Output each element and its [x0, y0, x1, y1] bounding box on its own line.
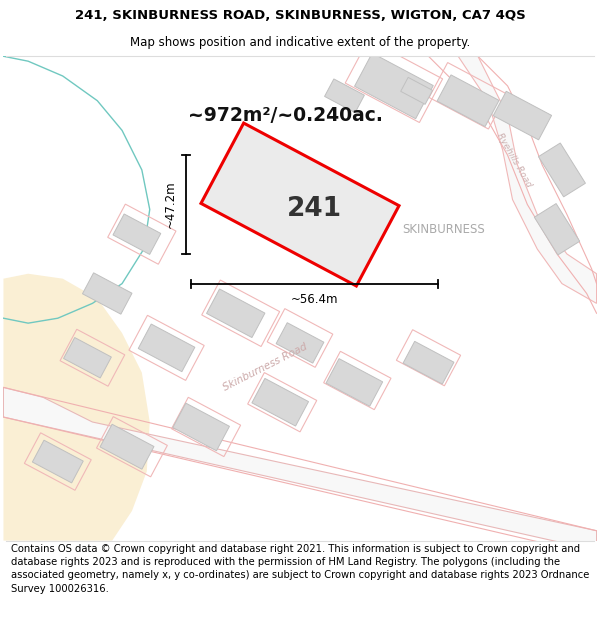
Polygon shape [138, 324, 195, 372]
Polygon shape [4, 56, 150, 541]
Polygon shape [100, 424, 154, 469]
Polygon shape [64, 338, 112, 378]
Polygon shape [428, 56, 596, 303]
Text: Map shows position and indicative extent of the property.: Map shows position and indicative extent… [130, 36, 470, 49]
Polygon shape [4, 388, 596, 551]
Polygon shape [206, 289, 265, 338]
Text: 241: 241 [287, 196, 343, 222]
Text: Contains OS data © Crown copyright and database right 2021. This information is : Contains OS data © Crown copyright and d… [11, 544, 589, 594]
Polygon shape [32, 440, 83, 483]
Polygon shape [355, 53, 433, 119]
Polygon shape [403, 341, 454, 384]
Text: SKINBURNESS: SKINBURNESS [402, 222, 485, 236]
Text: Skinburness Road: Skinburness Road [221, 342, 309, 393]
Polygon shape [201, 123, 399, 286]
Polygon shape [493, 91, 551, 140]
Polygon shape [173, 403, 229, 451]
Text: Ryehills Road: Ryehills Road [496, 131, 533, 189]
Polygon shape [326, 359, 383, 406]
Polygon shape [538, 143, 586, 197]
Polygon shape [325, 79, 364, 112]
Polygon shape [82, 272, 132, 314]
Text: ~47.2m: ~47.2m [164, 181, 177, 228]
Polygon shape [113, 214, 161, 254]
Polygon shape [535, 204, 580, 255]
Polygon shape [252, 378, 308, 426]
Text: ~56.4m: ~56.4m [291, 293, 338, 306]
Polygon shape [276, 322, 324, 363]
Polygon shape [401, 78, 433, 104]
Text: 241, SKINBURNESS ROAD, SKINBURNESS, WIGTON, CA7 4QS: 241, SKINBURNESS ROAD, SKINBURNESS, WIGT… [74, 9, 526, 22]
Text: ~972m²/~0.240ac.: ~972m²/~0.240ac. [188, 106, 383, 125]
Polygon shape [437, 75, 499, 127]
